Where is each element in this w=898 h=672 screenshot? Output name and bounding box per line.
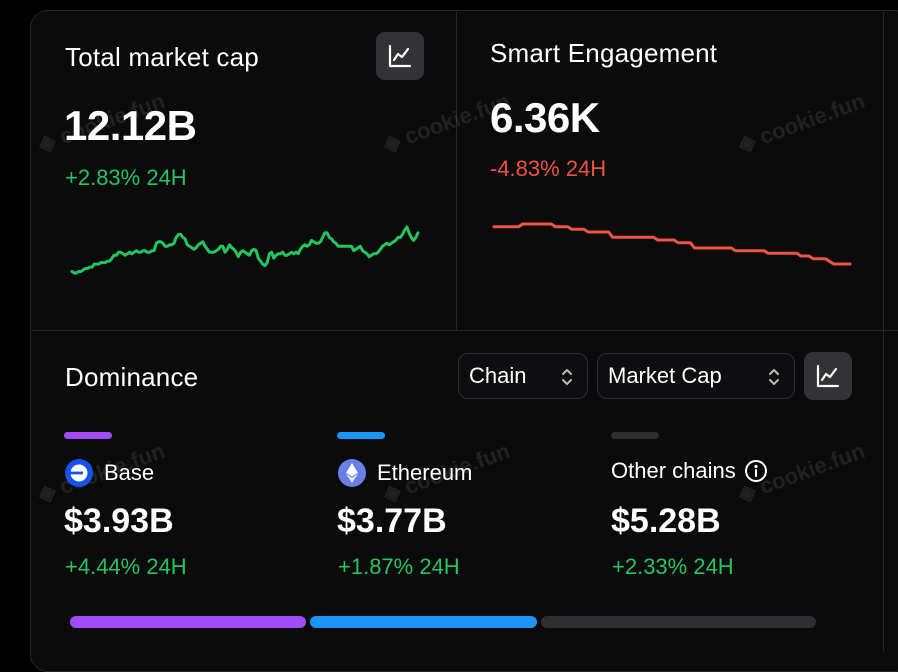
divider	[31, 330, 898, 331]
dominance-chart-button[interactable]	[804, 352, 852, 400]
chain-other: Other chains	[611, 458, 768, 484]
dominance-title: Dominance	[65, 362, 199, 392]
base-value: $3.93B	[64, 502, 174, 540]
engagement-sparkline	[492, 222, 852, 266]
chevron-updown-icon	[769, 369, 779, 385]
ethereum-value: $3.77B	[337, 502, 447, 540]
chain-base: Base	[64, 458, 154, 488]
chart-toggle-button[interactable]	[376, 32, 424, 80]
dominance-segment-ethereum	[310, 616, 537, 628]
chain-name-ethereum: Ethereum	[377, 460, 473, 485]
divider	[456, 12, 457, 330]
chevron-updown-icon	[562, 369, 572, 385]
dominance-segment-base	[70, 616, 307, 628]
market-cap-line	[70, 225, 420, 275]
dashboard-panel	[30, 10, 898, 672]
chain-select-value: Chain	[469, 363, 527, 388]
ethereum-logo-icon	[338, 459, 366, 487]
line-chart-icon	[388, 44, 412, 68]
base-color-bar	[64, 432, 112, 439]
base-logo-icon	[65, 459, 93, 487]
other-chains-change: +2.33% 24H	[612, 554, 734, 579]
line-chart-icon	[816, 364, 840, 388]
other-chains-color-bar	[611, 432, 659, 439]
chain-ethereum: Ethereum	[337, 458, 472, 488]
market-cap-change: +2.83% 24H	[65, 165, 187, 190]
other-chains-value: $5.28B	[611, 502, 721, 540]
info-icon[interactable]	[744, 459, 768, 483]
metric-select-value: Market Cap	[608, 363, 722, 388]
dominance-segment-other	[540, 616, 816, 628]
metric-select[interactable]: Market Cap	[597, 353, 795, 399]
chain-name-other: Other chains	[611, 458, 736, 483]
ethereum-change: +1.87% 24H	[338, 554, 460, 579]
engagement-line	[492, 222, 852, 266]
base-change: +4.44% 24H	[65, 554, 187, 579]
market-cap-sparkline	[70, 225, 420, 275]
chain-name-base: Base	[104, 460, 155, 485]
engagement-change: -4.83% 24H	[490, 156, 607, 181]
chain-select[interactable]: Chain	[458, 353, 588, 399]
market-cap-value: 12.12B	[64, 102, 197, 149]
ethereum-color-bar	[337, 432, 385, 439]
divider	[883, 12, 884, 652]
engagement-title: Smart Engagement	[490, 38, 718, 68]
market-cap-title: Total market cap	[65, 42, 259, 72]
engagement-value: 6.36K	[490, 94, 600, 141]
